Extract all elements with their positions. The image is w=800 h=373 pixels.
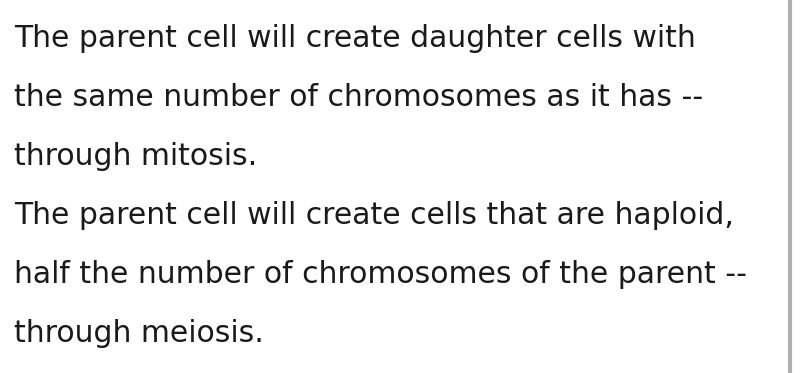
Text: through mitosis.: through mitosis. [14,142,258,171]
Text: the same number of chromosomes as it has --: the same number of chromosomes as it has… [14,83,704,112]
Text: The parent cell will create cells that are haploid,: The parent cell will create cells that a… [14,201,734,230]
Text: through meiosis.: through meiosis. [14,319,264,348]
Text: half the number of chromosomes of the parent --: half the number of chromosomes of the pa… [14,260,747,289]
Text: The parent cell will create daughter cells with: The parent cell will create daughter cel… [14,24,696,53]
